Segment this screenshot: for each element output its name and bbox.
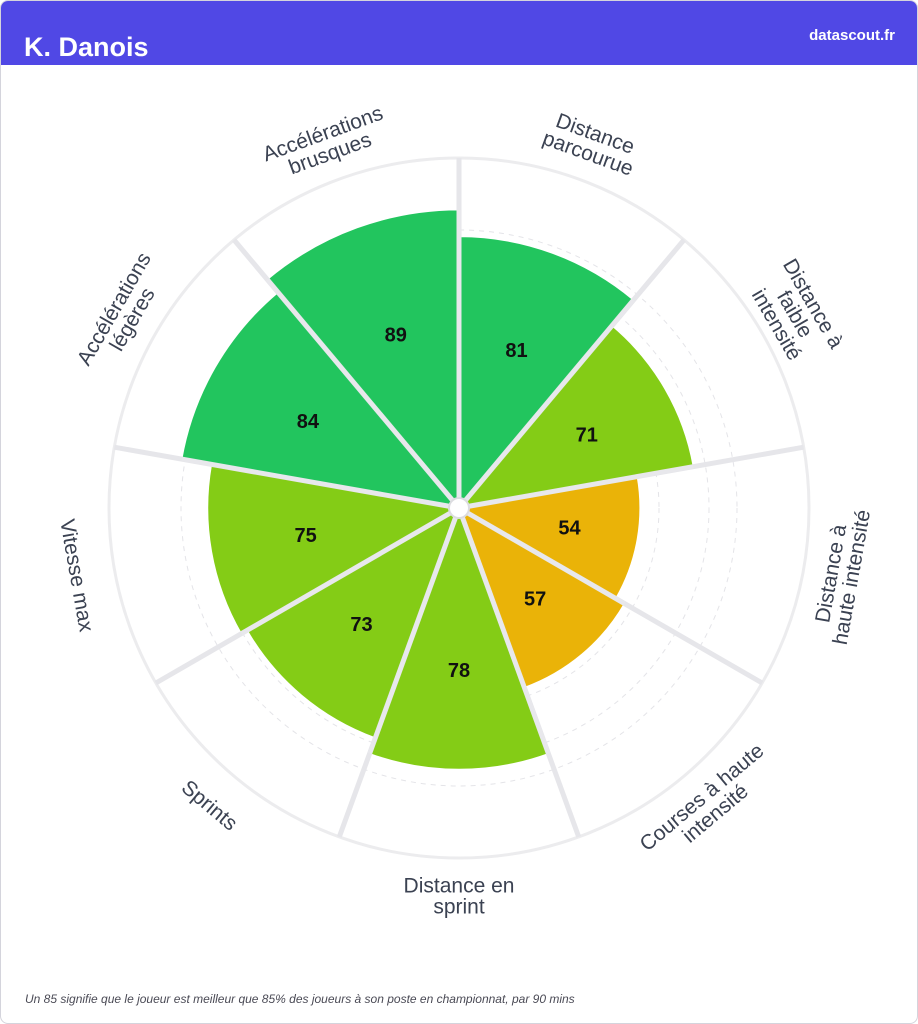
value-label: 71 <box>576 424 598 446</box>
value-label: 57 <box>524 589 546 611</box>
value-label: 75 <box>294 525 316 547</box>
value-label: 78 <box>448 660 470 682</box>
value-label: 73 <box>350 614 372 636</box>
footnote: Un 85 signifie que le joueur est meilleu… <box>25 992 575 1006</box>
value-label: 81 <box>505 340 527 362</box>
value-label: 84 <box>297 411 320 433</box>
category-label-line: Distance en <box>404 875 515 898</box>
value-label: 89 <box>385 324 407 346</box>
wedge-separator <box>466 511 626 606</box>
category-label-line: Vitesse max <box>55 517 98 634</box>
wedge-separator <box>468 464 694 509</box>
wedge-separator <box>460 516 551 755</box>
wedge-separator <box>181 457 450 509</box>
value-label: 54 <box>558 517 581 539</box>
center-hole <box>448 497 470 519</box>
wedge-separator <box>265 278 455 502</box>
wedge-separator <box>240 511 452 636</box>
header-bar: K. Danois datascout.fr <box>1 1 917 65</box>
category-label: Sprints <box>177 776 242 836</box>
player-name: K. Danois <box>24 32 149 62</box>
grid-ring <box>180 229 738 787</box>
category-label-line: sprint <box>433 896 485 919</box>
category-label: Vitesse max <box>55 517 98 634</box>
category-label-line: Sprints <box>177 776 242 836</box>
brand-label: datascout.fr <box>809 27 895 44</box>
wedge-separator <box>463 298 635 502</box>
wedge-separator <box>367 516 458 755</box>
